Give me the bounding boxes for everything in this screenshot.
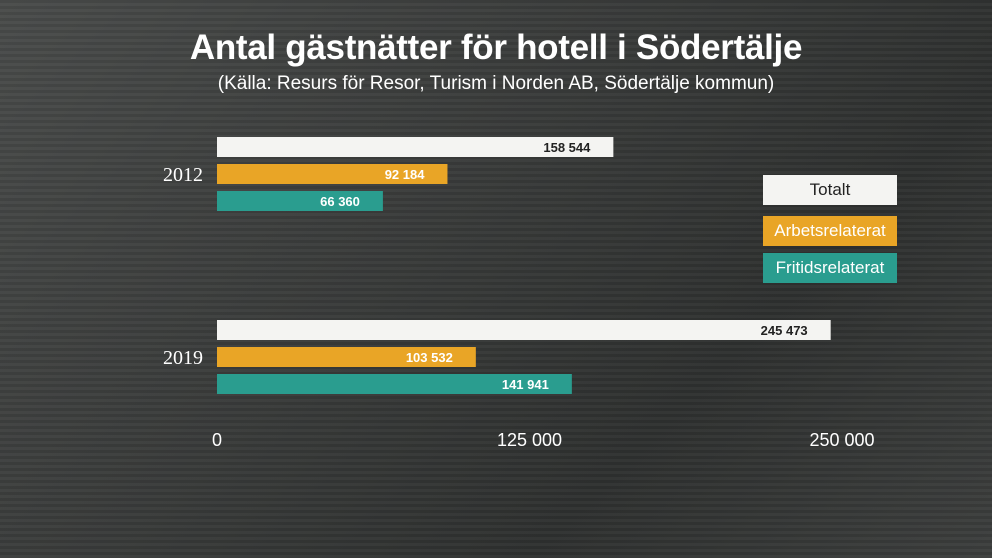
legend-item-fritidsrelaterat: Fritidsrelaterat (763, 253, 897, 283)
legend-item-totalt: Totalt (763, 175, 897, 205)
bar-arbetsrelaterat-2019 (217, 347, 476, 367)
data-label-fritidsrelaterat-2019: 141 941 (502, 377, 549, 392)
legend-label-totalt: Totalt (809, 180, 851, 199)
category-label-2012: 2012 (163, 164, 203, 186)
data-label-arbetsrelaterat-2012: 92 184 (385, 167, 426, 182)
x-tick-label: 125 000 (497, 430, 562, 450)
data-label-totalt-2012: 158 544 (543, 140, 591, 155)
data-label-totalt-2019: 245 473 (761, 323, 808, 338)
bar-totalt-2019 (217, 320, 831, 340)
bar-fritidsrelaterat-2012 (217, 191, 383, 211)
bar-fritidsrelaterat-2019 (217, 374, 572, 394)
legend-label-fritidsrelaterat: Fritidsrelaterat (775, 258, 885, 277)
chart-title: Antal gästnätter för hotell i Södertälje (189, 28, 803, 67)
data-label-fritidsrelaterat-2012: 66 360 (320, 194, 360, 209)
chart-subtitle: (Källa: Resurs för Resor, Turism i Norde… (217, 73, 775, 94)
legend-item-arbetsrelaterat: Arbetsrelaterat (763, 216, 897, 246)
data-label-arbetsrelaterat-2019: 103 532 (406, 350, 453, 365)
legend-label-arbetsrelaterat: Arbetsrelaterat (774, 221, 886, 240)
x-tick-label: 250 000 (809, 430, 874, 450)
bar-arbetsrelaterat-2012 (217, 164, 448, 184)
x-tick-label: 0 (212, 430, 222, 450)
category-label-2019: 2019 (163, 347, 203, 369)
bar-totalt-2012 (217, 137, 614, 157)
